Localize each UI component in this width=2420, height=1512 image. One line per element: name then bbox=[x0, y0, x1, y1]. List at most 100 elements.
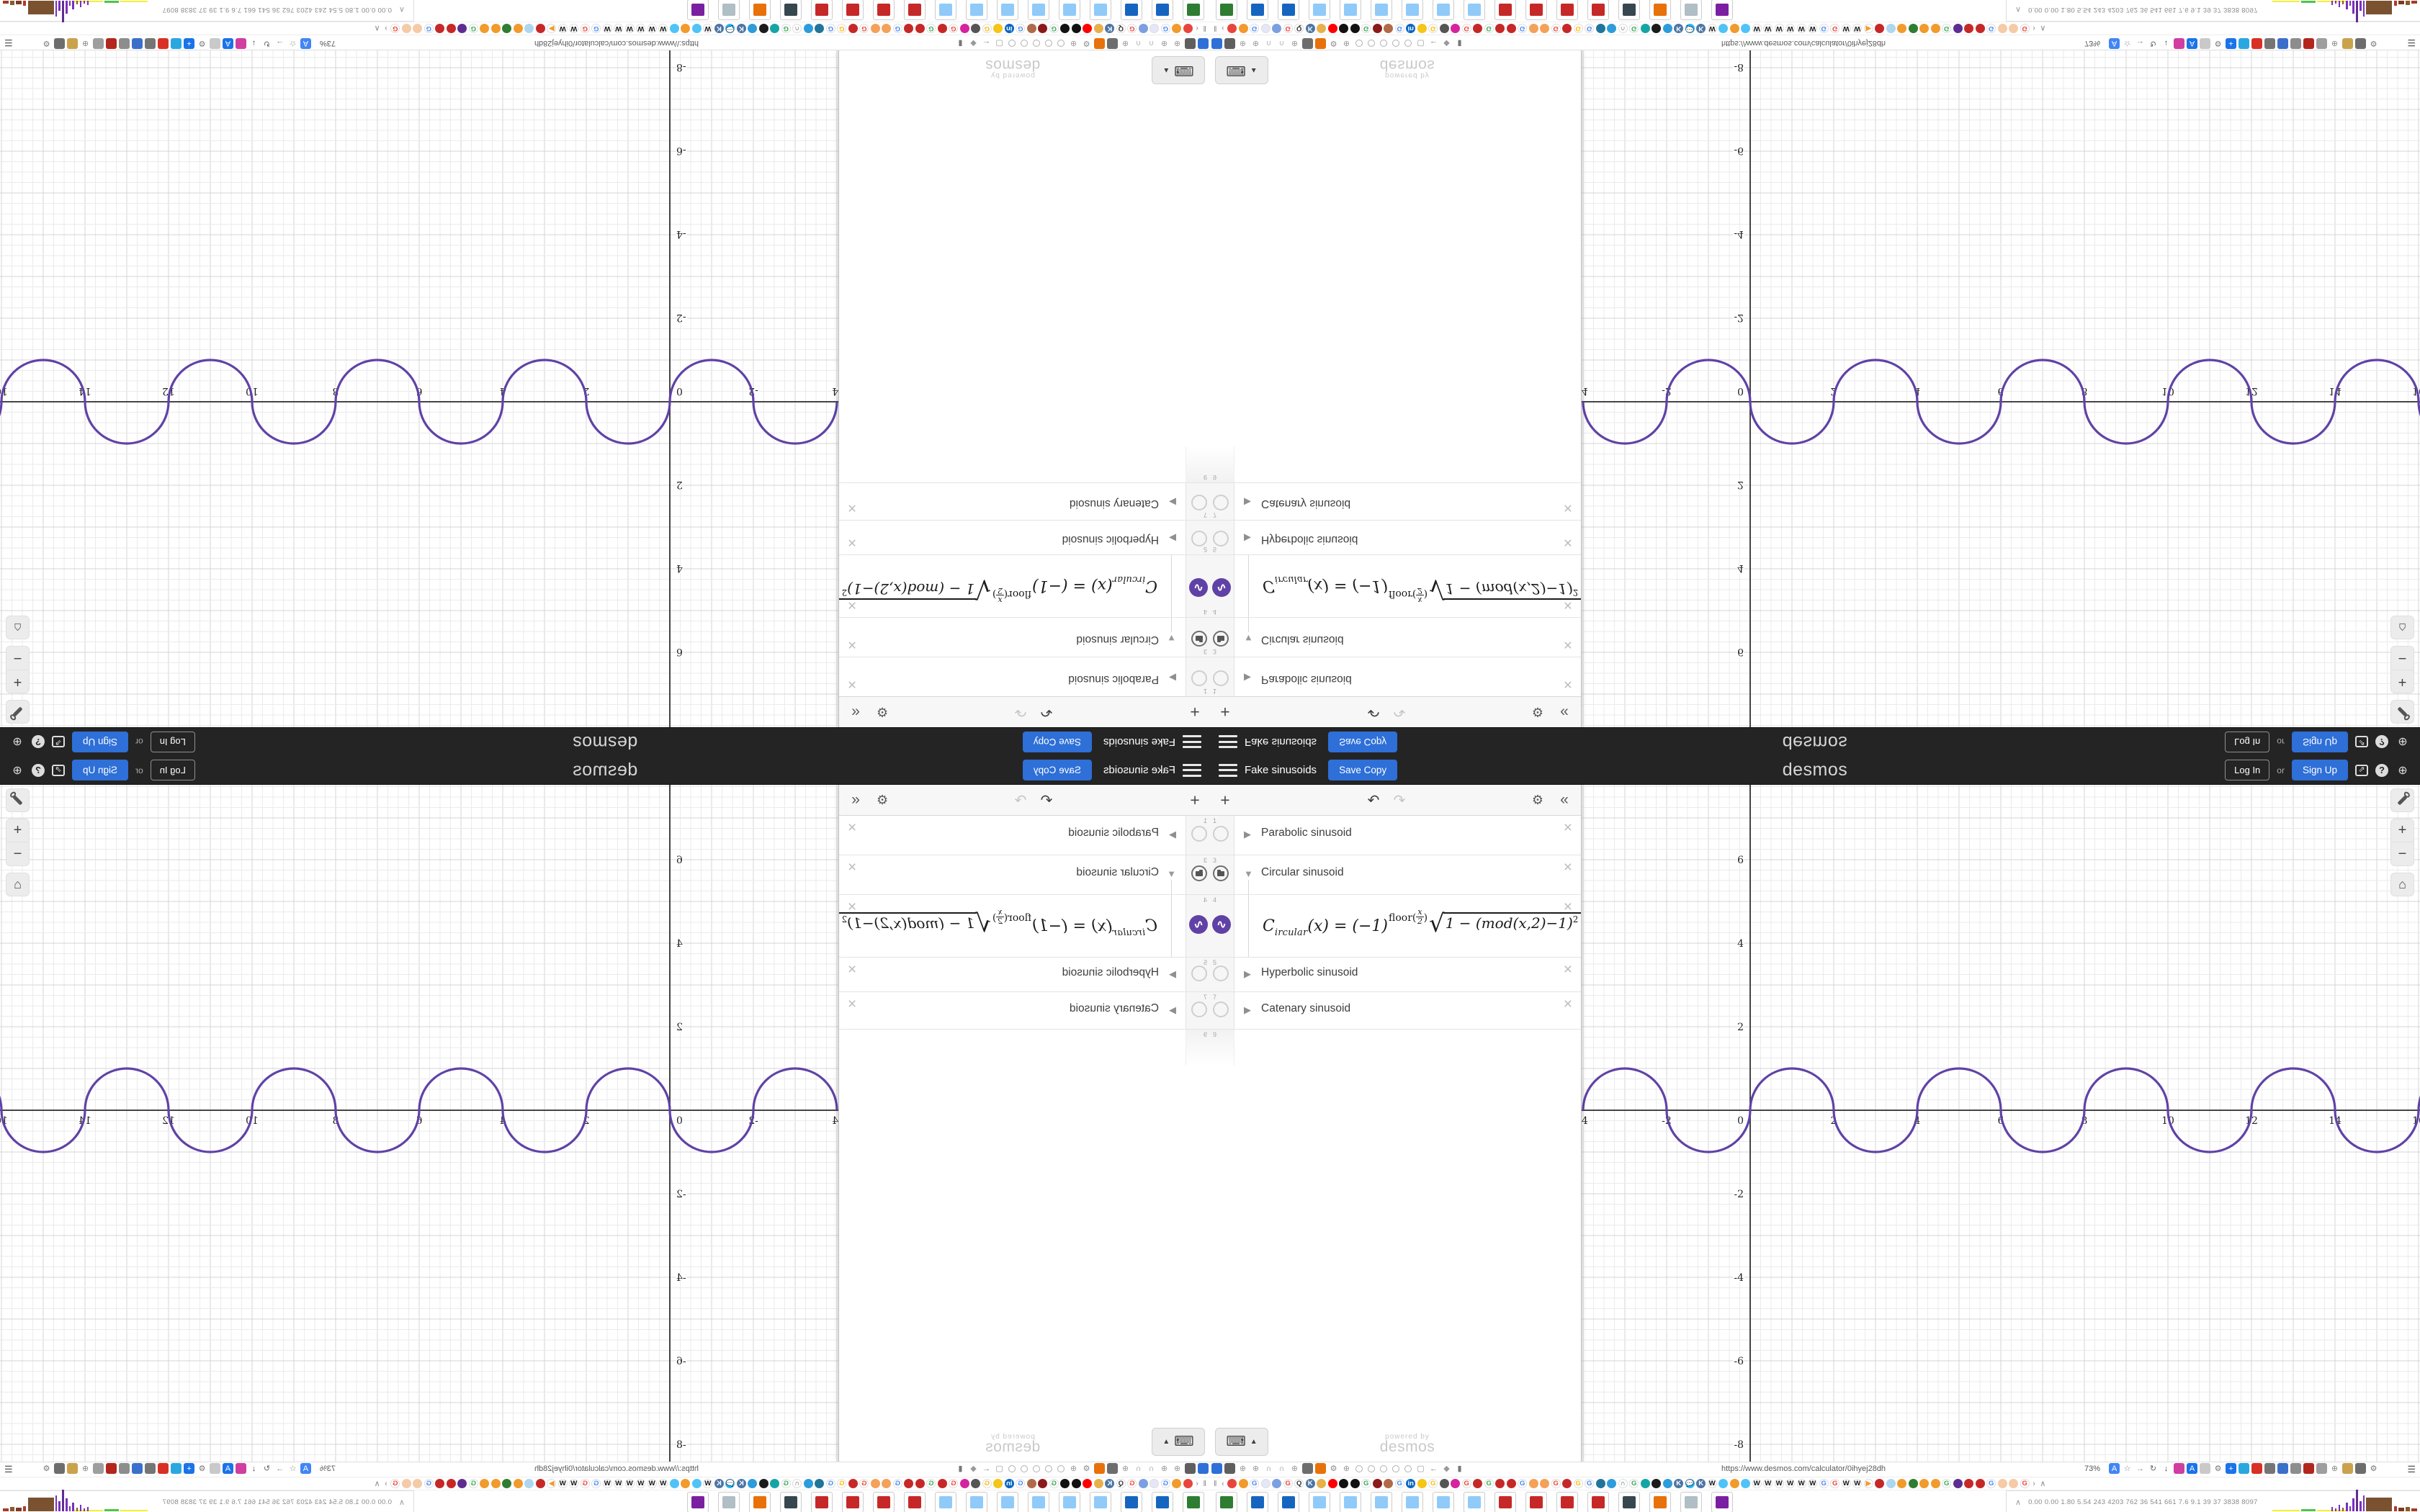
tab-indicator-icon[interactable] bbox=[1392, 40, 1399, 48]
bookmark-favicon[interactable] bbox=[1093, 1479, 1103, 1488]
nav-control-icon[interactable]: ◆ bbox=[970, 1464, 977, 1473]
bookmark-favicon[interactable]: 💬 bbox=[725, 24, 735, 33]
bookmark-favicon[interactable]: G bbox=[1250, 24, 1260, 33]
bookmark-favicon[interactable]: G bbox=[468, 1479, 478, 1488]
bookmark-favicon[interactable] bbox=[1317, 24, 1327, 33]
bookmark-favicon[interactable]: ∩ bbox=[1618, 1479, 1628, 1488]
share-icon[interactable]: ⇗ bbox=[2355, 736, 2368, 748]
extension-icon[interactable]: ⊕ bbox=[81, 39, 89, 48]
taskbar-app-icon[interactable] bbox=[1340, 1492, 1361, 1512]
bookmark-favicon[interactable] bbox=[1339, 1479, 1349, 1488]
globe-icon[interactable]: ⊕ bbox=[12, 735, 22, 748]
bookmark-favicon[interactable]: W bbox=[1752, 1479, 1762, 1488]
taskbar-app-icon[interactable] bbox=[687, 1492, 709, 1512]
taskbar-app-icon[interactable] bbox=[1278, 1492, 1299, 1512]
bookmark-favicon[interactable]: K bbox=[736, 1479, 746, 1488]
equation[interactable]: Circular(x) = (−1)floor(x 2) √ 1 − (mod(x,2… bbox=[838, 574, 1157, 605]
extension-icon[interactable]: ∩ bbox=[1265, 39, 1272, 48]
bookmark-favicon[interactable] bbox=[1908, 1479, 1918, 1488]
bookmark-favicon[interactable]: G bbox=[2020, 1479, 2030, 1488]
bookmark-favicon[interactable]: W bbox=[703, 24, 713, 33]
bookmark-favicon[interactable] bbox=[1595, 24, 1605, 33]
delete-row-icon[interactable]: × bbox=[848, 597, 857, 613]
folder-expanded-arrow[interactable]: ▼ bbox=[1244, 633, 1253, 644]
collapse-caret-icon[interactable]: ∧ bbox=[398, 1498, 405, 1507]
bookmark-favicon[interactable] bbox=[815, 1479, 825, 1488]
nav-control-icon[interactable]: ▢ bbox=[1417, 1464, 1425, 1473]
expression-row-folder-parabolic[interactable]: 1 ▶ Parabolic sinusoid × bbox=[839, 657, 1210, 696]
bookmark-favicon[interactable] bbox=[1150, 1479, 1160, 1488]
bookmark-favicon[interactable] bbox=[681, 24, 691, 33]
extension-icon[interactable]: + bbox=[2226, 38, 2236, 49]
taskbar-app-icon[interactable] bbox=[904, 1492, 926, 1512]
bookmark-favicon[interactable] bbox=[1083, 24, 1093, 33]
folder-label[interactable]: Catenary sinusoid bbox=[1069, 1002, 1159, 1014]
graph-title[interactable]: Fake sinusoids bbox=[1245, 764, 1317, 776]
bookmark-favicon[interactable]: W bbox=[1841, 1479, 1851, 1488]
graph-settings-wrench-button[interactable] bbox=[2390, 788, 2414, 812]
bookmark-favicon[interactable] bbox=[2009, 1479, 2019, 1488]
bookmark-favicon[interactable] bbox=[803, 1479, 813, 1488]
extension-icon[interactable] bbox=[1107, 1463, 1118, 1474]
bookmark-favicon[interactable]: G bbox=[1551, 24, 1561, 33]
extension-icon[interactable] bbox=[2342, 38, 2353, 49]
extension-icon[interactable] bbox=[2316, 1463, 2327, 1474]
bookmark-favicon[interactable] bbox=[1930, 24, 1940, 33]
taskbar-app-icon[interactable] bbox=[1371, 1492, 1392, 1512]
bookmark-favicon[interactable] bbox=[1718, 24, 1729, 33]
menu-icon[interactable] bbox=[1183, 763, 1201, 777]
expression-row-folder-circular[interactable]: 3 ▼ Circular sinusoid × bbox=[839, 855, 1210, 895]
taskbar-app-icon[interactable] bbox=[780, 0, 802, 20]
bookmark-favicon[interactable]: W bbox=[636, 1479, 646, 1488]
keyboard-toggle-button[interactable]: ⌨ ▲ bbox=[1215, 1428, 1268, 1456]
folder-expanded-arrow[interactable]: ▼ bbox=[1167, 633, 1176, 644]
extension-icon[interactable]: ⚙ bbox=[1083, 39, 1090, 48]
taskbar-app-icon[interactable] bbox=[718, 1492, 740, 1512]
bookmark-favicon[interactable]: G bbox=[1830, 24, 1840, 33]
extension-icon[interactable]: ↻ bbox=[2149, 1464, 2157, 1473]
folder-collapsed-arrow[interactable]: ▶ bbox=[1169, 1004, 1176, 1015]
extension-icon[interactable]: → bbox=[276, 39, 284, 48]
extension-icon[interactable] bbox=[2342, 1463, 2353, 1474]
folder-expanded-arrow[interactable]: ▼ bbox=[1244, 868, 1253, 879]
bookmark-favicon[interactable] bbox=[1528, 24, 1538, 33]
delete-row-icon[interactable]: × bbox=[1563, 819, 1572, 836]
extension-icon[interactable]: ⊕ bbox=[1160, 39, 1168, 48]
extension-icon[interactable]: ∩ bbox=[1135, 1464, 1142, 1473]
delete-row-icon[interactable]: × bbox=[1563, 961, 1572, 978]
extension-icon[interactable]: ↓ bbox=[251, 39, 256, 48]
bookmark-favicon[interactable] bbox=[1238, 1479, 1248, 1488]
bookmark-favicon[interactable]: G bbox=[2020, 24, 2030, 33]
extension-icon[interactable]: ⊕ bbox=[1070, 39, 1077, 48]
bookmark-favicon[interactable] bbox=[1260, 1479, 1270, 1488]
add-expression-button[interactable]: + bbox=[1220, 790, 1230, 809]
graph-title[interactable]: Fake sinusoids bbox=[1245, 736, 1317, 748]
bookmark-favicon[interactable]: W bbox=[647, 1479, 657, 1488]
bookmark-favicon[interactable]: ∩ bbox=[792, 1479, 802, 1488]
bookmark-favicon[interactable]: W bbox=[602, 24, 612, 33]
add-expression-button[interactable]: + bbox=[1190, 703, 1200, 722]
bookmark-favicon[interactable] bbox=[1417, 1479, 1427, 1488]
bookmark-favicon[interactable] bbox=[1964, 1479, 1974, 1488]
taskbar-app-icon[interactable] bbox=[1618, 0, 1640, 20]
expression-row-empty[interactable]: 9 bbox=[839, 1030, 1210, 1066]
expression-row-equation[interactable]: 4 ∿ Circular(x) = (−1)floor(x 2) √ 1 − (mod… bbox=[1210, 895, 1582, 958]
extension-icon[interactable]: ⊕ bbox=[1173, 39, 1181, 48]
extension-icon[interactable] bbox=[2251, 1463, 2262, 1474]
extension-icon[interactable]: ⊕ bbox=[81, 1464, 89, 1473]
folder-toggle-circle[interactable] bbox=[1191, 670, 1207, 686]
extension-icon[interactable]: ↻ bbox=[2149, 39, 2157, 48]
extension-icon[interactable] bbox=[54, 1463, 65, 1474]
bookmark-favicon[interactable] bbox=[758, 24, 768, 33]
expression-row-empty[interactable]: 9 bbox=[1210, 446, 1581, 482]
bookmark-favicon[interactable] bbox=[1908, 24, 1918, 33]
bookmark-favicon[interactable]: in bbox=[1004, 24, 1014, 33]
expression-row-empty[interactable]: 9 bbox=[1210, 1030, 1581, 1066]
collapse-caret-icon[interactable]: ∧ bbox=[2015, 1498, 2022, 1507]
taskbar-app-icon[interactable] bbox=[1183, 1492, 1204, 1512]
extension-icon[interactable]: ⊕ bbox=[1252, 39, 1260, 48]
bookmark-favicon[interactable]: G bbox=[1830, 1479, 1840, 1488]
collapse-panel-button[interactable]: « bbox=[1560, 704, 1569, 721]
signup-button[interactable]: Sign Up bbox=[72, 760, 129, 780]
bookmark-favicon[interactable] bbox=[1172, 24, 1182, 33]
